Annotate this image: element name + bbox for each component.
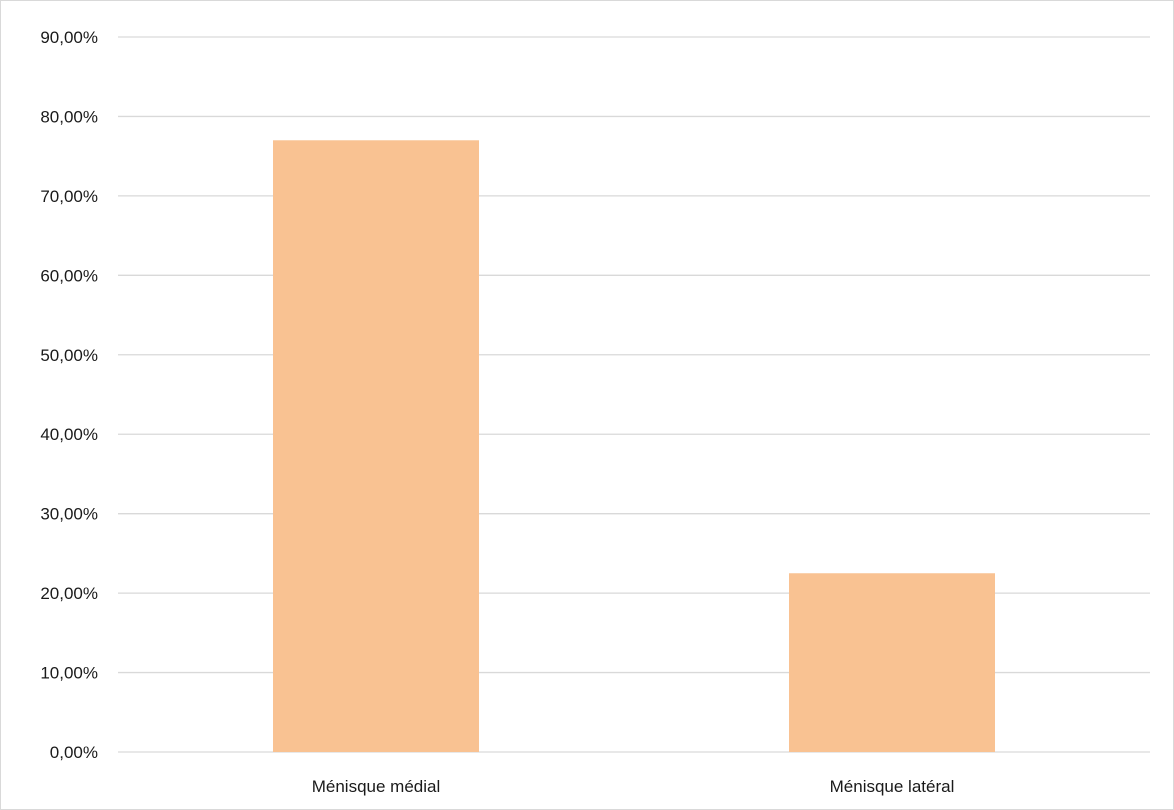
- y-tick-label: 60,00%: [40, 266, 98, 285]
- y-tick-label: 70,00%: [40, 187, 98, 206]
- y-tick-label: 40,00%: [40, 425, 98, 444]
- y-tick-label: 90,00%: [40, 28, 98, 47]
- y-tick-label: 0,00%: [50, 743, 98, 762]
- y-tick-label: 10,00%: [40, 664, 98, 683]
- bar: [789, 573, 995, 752]
- y-tick-label: 20,00%: [40, 584, 98, 603]
- x-category-label: Ménisque médial: [312, 777, 441, 796]
- y-tick-label: 30,00%: [40, 505, 98, 524]
- x-category-label: Ménisque latéral: [830, 777, 955, 796]
- y-tick-label: 80,00%: [40, 107, 98, 126]
- y-tick-label: 50,00%: [40, 346, 98, 365]
- bar: [273, 140, 479, 752]
